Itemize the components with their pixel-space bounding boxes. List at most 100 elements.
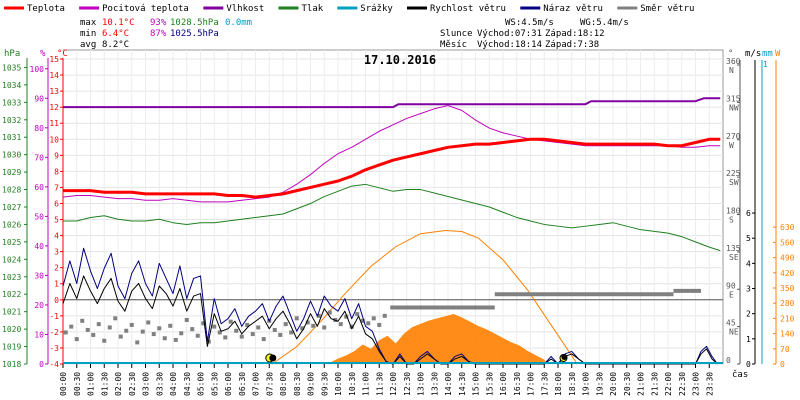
axis-hpa-unit: hPa [4, 49, 20, 59]
x-tick-label: 19:00 [582, 372, 591, 396]
axis-hpa-label: 1022 [2, 290, 21, 299]
x-tick-label: 18:30 [568, 372, 577, 396]
axis-w-label: 350 [780, 284, 795, 293]
legend-label: Teplota [27, 4, 65, 14]
x-tick-label: 17:30 [540, 372, 549, 396]
stats-avg-temp: 8.2°C [102, 40, 129, 50]
axis-hpa-label: 1027 [2, 203, 21, 212]
wind-dir-point [283, 322, 288, 327]
series-temperature-line [63, 137, 721, 199]
wind-dir-point [316, 313, 321, 318]
x-tick-label: 11:30 [375, 372, 384, 396]
axis-pct-label: 50 [34, 212, 44, 221]
x-tick-label: 03:30 [155, 372, 164, 396]
wind-dir-point [338, 322, 343, 327]
x-tick-label: 17:00 [527, 372, 536, 396]
wind-dir-point [179, 331, 184, 336]
axis-temp-label: 9 [54, 151, 59, 160]
wind-dir-point [118, 334, 123, 339]
axis-hpa-label: 1023 [2, 273, 21, 282]
axis-dir-unit: ° [728, 49, 733, 59]
wind-dir-point [184, 317, 189, 322]
axis-pct-label: 20 [34, 301, 44, 310]
x-tick-label: 13:30 [430, 372, 439, 396]
x-tick-label: 22:00 [664, 372, 673, 396]
wind-dir-point [80, 318, 85, 323]
series-sunshine-area [327, 314, 547, 364]
wind-dir-point [63, 330, 68, 335]
wind-dir-point [168, 323, 173, 328]
x-tick-label: 01:30 [100, 372, 109, 396]
legend-label: Srážky [360, 4, 393, 14]
wind-dir-point [217, 330, 222, 335]
axis-hpa-label: 1018 [2, 360, 21, 369]
x-tick-label: 09:00 [307, 372, 316, 396]
stats-min-temp: 6.4°C [102, 29, 129, 39]
axis-temp-label: -1 [49, 312, 59, 321]
axis-w-label: 210 [780, 314, 795, 323]
wind-dir-point [344, 314, 349, 319]
x-tick-label: 04:00 [169, 372, 178, 396]
axis-w-unit: W [775, 49, 781, 59]
wind-dir-point [74, 337, 79, 342]
axis-pct-label: 100 [30, 65, 45, 74]
axis-ms-label: 2 [746, 310, 751, 319]
wind-dir-point [300, 326, 305, 331]
axis-temp-label: 0 [54, 296, 59, 305]
legend-label: Pocitová teplota [102, 4, 189, 14]
x-tick-label: 14:00 [444, 372, 453, 396]
x-tick-label: 21:30 [650, 372, 659, 396]
x-tick-label: 08:00 [279, 372, 288, 396]
wind-dir-point [289, 330, 294, 335]
axis-temp-label: 6 [54, 199, 59, 208]
wind-dir-point [256, 325, 261, 330]
x-tick-label: 05:30 [210, 372, 219, 396]
wind-dir-point [239, 334, 244, 339]
wind-dir-point [212, 324, 217, 329]
x-tick-label: 20:30 [623, 372, 632, 396]
axis-hpa-label: 1021 [2, 308, 21, 317]
x-tick-label: 12:00 [389, 372, 398, 396]
x-tick-label: 02:00 [114, 372, 123, 396]
wind-dir-point [135, 340, 140, 345]
axis-w-label: 420 [780, 269, 795, 278]
axis-temp-label: 11 [49, 119, 59, 128]
axis-ms-unit: m/s [745, 49, 761, 59]
axis-hpa-label: 1026 [2, 220, 21, 229]
axis-w-label: 70 [780, 345, 790, 354]
moonset-marker [269, 354, 277, 362]
axis-dir-label: 315 [726, 94, 741, 103]
wind-dir-point [69, 324, 74, 329]
legend-label: Tlak [302, 4, 324, 14]
stats-max-temp: 10.1°C [102, 18, 135, 28]
wind-dir-point [113, 316, 118, 321]
moon-set: Západ:7:38 [545, 40, 599, 50]
axis-temp-label: 14 [49, 71, 59, 80]
wind-dir-point [151, 332, 156, 337]
axis-w-label: 280 [780, 299, 795, 308]
axis-hpa-label: 1020 [2, 325, 21, 334]
axis-temp-label: 5 [54, 216, 59, 225]
axis-mm-label: 1 [763, 60, 768, 69]
axis-ms-label: 6 [746, 209, 751, 218]
axis-dir-compass: NW [729, 103, 739, 112]
wind-dir-point [228, 319, 233, 324]
axis-w-label: 0 [780, 360, 785, 369]
x-tick-label: 00:30 [73, 372, 82, 396]
wind-dir-point [91, 332, 96, 337]
x-tick-label: 11:00 [362, 372, 371, 396]
stats-min-press: 1025.5hPa [170, 29, 219, 39]
axis-dir-label: 0 [726, 356, 731, 365]
x-tick-label: 04:30 [183, 372, 192, 396]
wind-dir-point [195, 333, 200, 338]
wind-dir-point [322, 325, 327, 330]
axis-dir-label: 90 [726, 281, 736, 290]
axis-mm-unit: mm [762, 49, 773, 59]
wind-dir-point [223, 335, 228, 340]
axis-pct-label: 80 [34, 124, 44, 133]
axis-dir-label: 360 [726, 57, 741, 66]
time-axis-label: čas [732, 369, 748, 380]
axis-pct-label: 70 [34, 153, 44, 162]
legend-label: Náraz větru [543, 4, 603, 14]
